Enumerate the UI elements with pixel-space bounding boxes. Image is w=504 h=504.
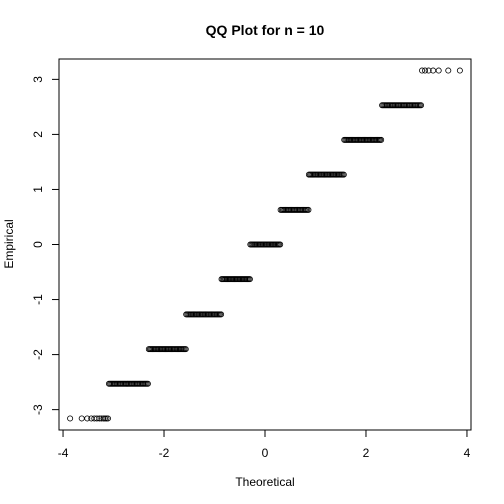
- data-point: [84, 415, 91, 422]
- x-tick-label: 0: [262, 446, 269, 460]
- data-point: [418, 102, 425, 109]
- data-point: [445, 67, 452, 74]
- y-tick-label: -1: [31, 294, 45, 305]
- y-axis: -3 -2 -1 0 1 2 3: [31, 76, 60, 415]
- chart-title: QQ Plot for n = 10: [206, 22, 325, 38]
- data-point: [305, 206, 312, 213]
- data-point: [378, 136, 385, 143]
- data-point: [182, 346, 189, 353]
- y-tick-label: 3: [31, 76, 45, 83]
- data-point: [104, 415, 111, 422]
- x-tick-label: -4: [58, 446, 69, 460]
- y-tick-label: 1: [31, 186, 45, 193]
- y-tick-label: 0: [31, 241, 45, 248]
- data-point: [277, 241, 284, 248]
- data-point: [425, 67, 432, 74]
- y-tick-label: 2: [31, 131, 45, 138]
- y-tick-label: -3: [31, 404, 45, 415]
- data-point: [422, 67, 429, 74]
- x-tick-label: -2: [159, 446, 170, 460]
- x-tick-label: 2: [363, 446, 370, 460]
- data-point: [103, 415, 110, 422]
- data-point: [93, 415, 100, 422]
- data-point: [419, 67, 426, 74]
- data-point: [67, 415, 74, 422]
- data-point: [456, 67, 463, 74]
- data-point: [218, 311, 225, 318]
- y-axis-label: Empirical: [2, 219, 16, 268]
- data-point: [340, 171, 347, 178]
- data-points: [67, 67, 463, 422]
- data-point: [435, 67, 442, 74]
- x-axis: -4 -2 0 2 4: [58, 429, 471, 460]
- data-point: [101, 415, 108, 422]
- data-point: [246, 276, 253, 283]
- y-tick-label: -2: [31, 349, 45, 360]
- data-point: [100, 415, 107, 422]
- data-point: [144, 380, 151, 387]
- x-axis-label: Theoretical: [235, 475, 294, 489]
- x-tick-label: 4: [464, 446, 471, 460]
